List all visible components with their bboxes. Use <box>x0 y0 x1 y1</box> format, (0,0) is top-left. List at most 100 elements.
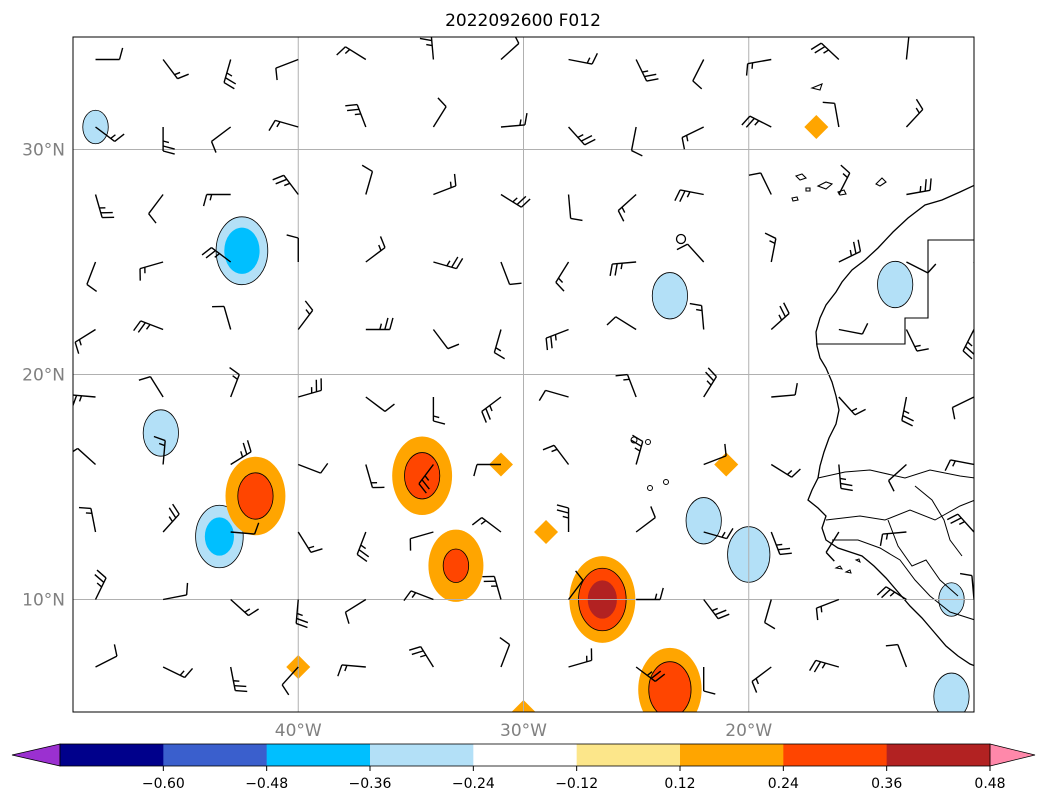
feature-band <box>404 452 441 500</box>
wind-barb <box>635 506 656 533</box>
wind-barb <box>482 575 502 600</box>
feature-negative <box>894 475 919 499</box>
feature-band <box>933 672 970 712</box>
y-axis-ticks: 10°N 20°N 30°N <box>22 141 65 611</box>
feature-band <box>648 661 692 712</box>
chart-title: 2022092600 F012 <box>445 11 601 31</box>
bijagos-islands <box>834 558 861 574</box>
feature-band <box>877 260 914 309</box>
wind-barb <box>230 440 252 466</box>
plot-frame <box>72 36 975 713</box>
wind-barb <box>617 193 637 222</box>
wind-barb <box>676 243 705 263</box>
x-tick-label: 30°W <box>500 721 547 741</box>
wind-barb <box>153 435 166 465</box>
wind-barb <box>636 587 664 601</box>
colorbar-tick-label: 0.12 <box>664 776 695 792</box>
feature-band <box>237 472 274 520</box>
feature-negative <box>639 256 700 336</box>
wind-barb <box>741 115 772 128</box>
wind-barb <box>973 194 974 196</box>
wind-barb <box>95 126 125 143</box>
cape-verde-island-2 <box>645 439 651 445</box>
wind-barb <box>473 463 501 477</box>
wind-barb <box>78 506 97 533</box>
wind-barb <box>230 598 259 617</box>
wind-barb <box>471 516 502 533</box>
wind-barb <box>481 396 502 423</box>
wind-barb <box>703 599 730 620</box>
wind-barb <box>542 444 570 465</box>
x-tick-label: 40°W <box>275 721 322 741</box>
wind-barb <box>630 126 643 157</box>
wind-barb <box>951 396 974 420</box>
wind-barb <box>962 329 974 360</box>
wind-barb <box>162 582 189 601</box>
wind-barb <box>162 503 180 533</box>
wind-barb <box>432 397 446 425</box>
feature-positive <box>225 456 286 536</box>
wind-barb <box>500 112 528 128</box>
wind-barb <box>745 58 772 76</box>
colorbar-segment <box>163 744 268 766</box>
wind-barb <box>905 37 910 60</box>
wind-barb <box>86 261 98 293</box>
feature-band <box>82 109 109 145</box>
feature-positive <box>428 529 484 602</box>
feature-band <box>142 409 179 457</box>
colorbar-segment <box>473 744 578 766</box>
wind-barb <box>703 443 727 466</box>
wind-barb <box>365 396 395 413</box>
wind-barb <box>356 531 370 563</box>
feature-band <box>651 272 688 320</box>
wind-barb <box>838 164 851 195</box>
wind-barb <box>295 599 309 629</box>
wind-barb <box>764 232 777 263</box>
country-border-5 <box>887 519 959 597</box>
colorbar-over-arrow <box>989 743 1036 767</box>
wind-barb <box>409 531 434 551</box>
feature-negative <box>865 245 926 324</box>
wind-barb <box>365 317 394 331</box>
wind-barb <box>703 527 734 540</box>
small-island <box>675 233 687 245</box>
wind-barb <box>162 127 175 155</box>
wind-barb <box>876 586 907 601</box>
wind-barb <box>499 636 511 668</box>
wind-barb <box>94 569 107 600</box>
feature-negative <box>673 481 734 561</box>
feature-negative <box>466 92 491 117</box>
wind-barb <box>838 239 862 263</box>
wind-barb <box>906 178 932 196</box>
wind-barb <box>361 164 374 195</box>
wind-barb <box>298 378 323 398</box>
wind-barb <box>973 58 974 60</box>
feature-positive <box>392 436 453 516</box>
wind-barb <box>94 194 115 219</box>
wind-barb <box>771 382 798 398</box>
wind-barb <box>674 189 704 202</box>
coastline <box>630 83 974 667</box>
wind-barb <box>703 367 718 398</box>
wind-barb <box>905 98 924 128</box>
wind-barb <box>609 261 637 277</box>
wind-barb <box>815 598 840 621</box>
wind-barb <box>810 42 840 61</box>
wind-barb <box>635 666 666 683</box>
wind-barb <box>500 193 531 208</box>
wind-barb <box>95 47 124 61</box>
colorbar-segment <box>783 744 888 766</box>
feature-negative <box>921 656 974 712</box>
wind-barb <box>568 52 598 65</box>
wind-barb <box>268 119 299 132</box>
wind-barb <box>281 666 299 696</box>
wind-barb <box>973 127 974 128</box>
wind-barb <box>538 389 569 402</box>
wind-barb <box>229 666 248 693</box>
wind-barb <box>229 366 240 398</box>
country-border-1 <box>816 239 974 345</box>
african-coastline <box>807 184 974 667</box>
wind-barb <box>770 463 801 478</box>
wind-barb <box>838 322 869 335</box>
feature-band <box>534 520 559 544</box>
